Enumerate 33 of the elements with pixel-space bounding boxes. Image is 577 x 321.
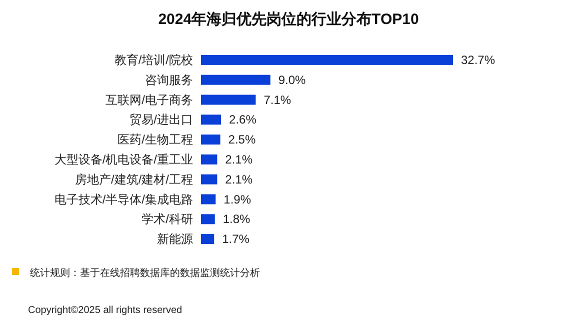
y-tick-label: 教育/培训/院校 <box>114 52 193 67</box>
data-label: 2.1% <box>225 172 253 186</box>
data-label: 1.9% <box>224 192 252 206</box>
data-label: 7.1% <box>264 92 292 107</box>
data-label: 2.5% <box>228 132 256 147</box>
y-tick-label: 电子技术/半导体/集成电路 <box>54 192 193 206</box>
y-tick-label: 医药/生物工程 <box>118 132 193 147</box>
y-tick-label: 学术/科研 <box>142 212 193 226</box>
bar <box>201 234 214 244</box>
bar <box>201 214 215 224</box>
bar <box>201 54 453 65</box>
data-label: 1.7% <box>222 232 250 246</box>
bar <box>201 174 218 184</box>
bar <box>201 74 270 85</box>
chart-title: 2024年海归优先岗位的行业分布TOP10 <box>158 11 419 28</box>
y-tick-label: 新能源 <box>157 232 193 246</box>
data-label: 9.0% <box>278 72 306 87</box>
bar <box>201 154 218 164</box>
y-tick-label: 互联网/电子商务 <box>106 92 193 107</box>
bar <box>201 94 256 105</box>
data-label: 2.6% <box>229 112 257 127</box>
bar <box>201 134 220 145</box>
data-label: 2.1% <box>225 152 253 166</box>
bar <box>201 194 216 204</box>
y-tick-label: 咨询服务 <box>145 72 193 87</box>
text: Copyright©2025 all rights reserved <box>28 305 182 316</box>
bar <box>201 114 222 125</box>
data-label: 32.7% <box>461 52 496 67</box>
y-tick-label: 房地产/建筑/建材/工程 <box>74 172 193 186</box>
text: 统计规则：基于在线招聘数据库的数据监测统计分析 <box>30 267 260 279</box>
y-tick-label: 贸易/进出口 <box>130 112 193 127</box>
y-tick-label: 大型设备/机电设备/重工业 <box>54 152 193 166</box>
data-label: 1.8% <box>222 212 251 226</box>
